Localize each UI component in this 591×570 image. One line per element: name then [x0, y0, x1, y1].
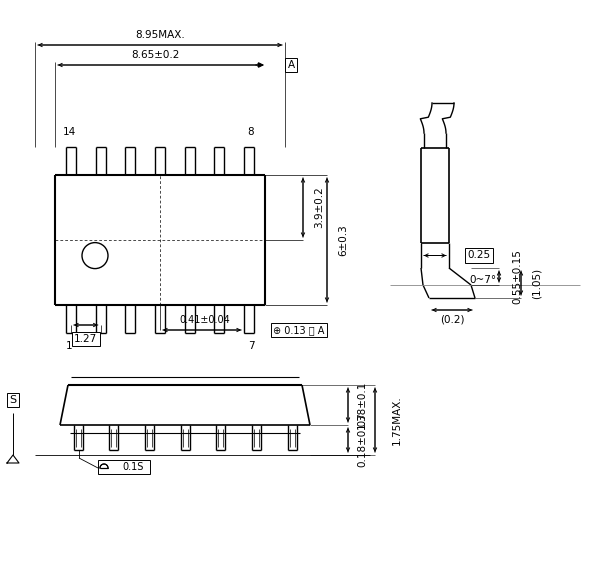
Text: (0.2): (0.2)	[440, 315, 465, 325]
Text: 8.65±0.2: 8.65±0.2	[131, 50, 179, 60]
Text: 1.75MAX.: 1.75MAX.	[392, 395, 402, 445]
FancyBboxPatch shape	[98, 460, 150, 474]
Text: 6±0.3: 6±0.3	[338, 224, 348, 256]
Text: 3.9±0.2: 3.9±0.2	[314, 186, 324, 229]
Text: S: S	[9, 395, 17, 405]
Text: 1: 1	[66, 341, 72, 351]
Text: 0~7°: 0~7°	[469, 275, 496, 285]
Text: 0.1S: 0.1S	[122, 462, 144, 472]
Text: 8.95MAX.: 8.95MAX.	[135, 30, 185, 40]
Text: 8: 8	[248, 127, 254, 137]
Text: 0.18±0.07: 0.18±0.07	[357, 413, 367, 467]
Text: 0.55±0.15: 0.55±0.15	[512, 249, 522, 304]
Text: 14: 14	[63, 127, 76, 137]
Text: 0.41±0.04: 0.41±0.04	[179, 315, 230, 325]
Text: 7: 7	[248, 341, 254, 351]
Text: 0.25: 0.25	[467, 250, 491, 260]
Text: 1.27: 1.27	[74, 334, 98, 344]
Text: 1.38±0.1: 1.38±0.1	[357, 381, 367, 429]
Text: A: A	[287, 60, 294, 70]
Text: (1.05): (1.05)	[532, 267, 542, 299]
Text: ⊕ 0.13 Ⓜ A: ⊕ 0.13 Ⓜ A	[273, 325, 324, 335]
